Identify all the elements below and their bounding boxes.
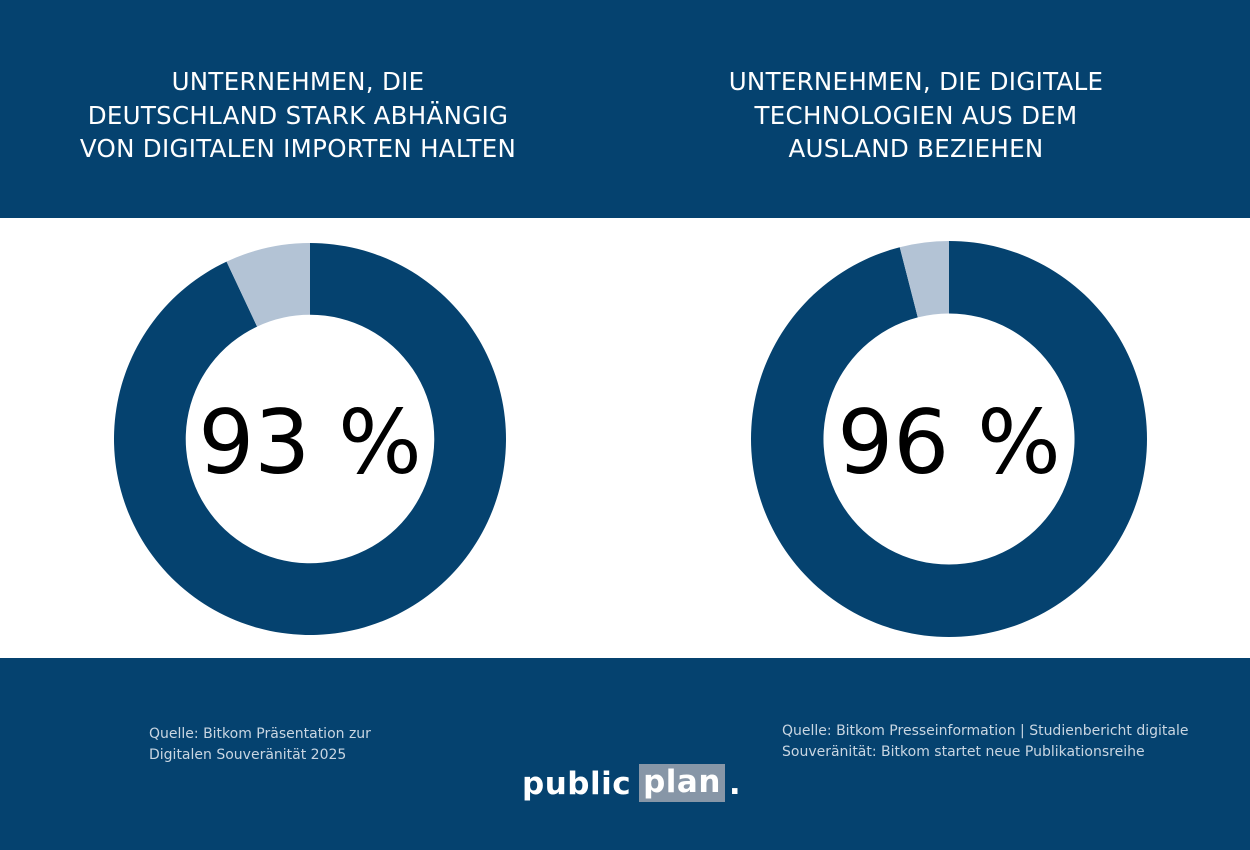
logo-word-public: public — [522, 766, 632, 802]
publicplan-logo: public plan . — [522, 762, 741, 802]
donut-1-center-label: 96 % — [837, 391, 1061, 494]
donut-0-slice-1 — [226, 243, 310, 327]
source-note-left: Quelle: Bitkom Präsentation zur Digitale… — [149, 726, 371, 763]
source-note-right: Quelle: Bitkom Presseinformation | Studi… — [782, 723, 1189, 760]
donut-chart-right: 96 % — [751, 241, 1147, 637]
donut-0-slice-0 — [113, 243, 506, 635]
donut-1-slice-1 — [899, 241, 949, 318]
chart-title-right: UNTERNEHMEN, DIE DIGITALE TECHNOLOGIEN A… — [728, 67, 1104, 163]
donut-1-slice-0 — [751, 241, 1147, 637]
donut-chart-left: 93 % — [113, 243, 506, 635]
header-band — [0, 0, 1250, 218]
donut-0-center-label: 93 % — [198, 391, 422, 494]
logo-word-plan: plan — [639, 764, 725, 802]
chart-title-left: UNTERNEHMEN, DIE DEUTSCHLAND STARK ABHÄN… — [79, 67, 517, 163]
logo-dot: . — [728, 766, 742, 802]
